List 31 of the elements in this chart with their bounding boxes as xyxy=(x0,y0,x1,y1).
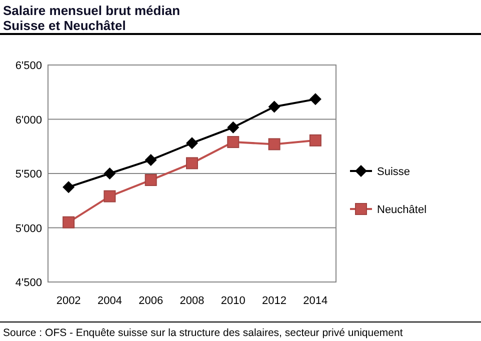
point xyxy=(144,174,157,186)
point xyxy=(186,157,198,170)
point xyxy=(62,216,75,228)
point xyxy=(227,121,240,134)
point xyxy=(62,181,75,194)
chart-title: Salaire mensuel brut médian xyxy=(3,3,180,18)
x-tick-label: 2002 xyxy=(56,295,81,307)
point xyxy=(186,137,198,150)
x-tick-label: 2006 xyxy=(138,295,164,307)
y-tick-label: 5'000 xyxy=(15,222,42,235)
point xyxy=(268,138,280,150)
point xyxy=(309,93,322,106)
x-tick-label: 2010 xyxy=(220,295,246,307)
x-tick-label: 2004 xyxy=(97,295,122,307)
y-tick-label: 6'500 xyxy=(15,60,42,72)
point xyxy=(144,154,157,166)
point xyxy=(227,136,240,148)
point xyxy=(268,100,280,113)
y-tick-label: 5'500 xyxy=(15,168,42,180)
y-tick-label: 6'000 xyxy=(15,114,42,126)
x-tick-label: 2014 xyxy=(303,295,328,307)
source-note: Source : OFS - Enquête suisse sur la structure des salaires, secteur privé uniquement xyxy=(3,327,403,339)
point xyxy=(309,134,322,146)
y-tick-label: 4'500 xyxy=(15,277,42,289)
point xyxy=(104,190,116,202)
x-tick-label: 2008 xyxy=(180,295,204,307)
legend-label: Suisse xyxy=(377,166,410,178)
point xyxy=(104,168,116,180)
legend-label: Neuchâtel xyxy=(377,204,427,216)
chart-subtitle: Suisse et Neuchâtel xyxy=(3,18,126,33)
x-tick-label: 2012 xyxy=(262,295,287,307)
